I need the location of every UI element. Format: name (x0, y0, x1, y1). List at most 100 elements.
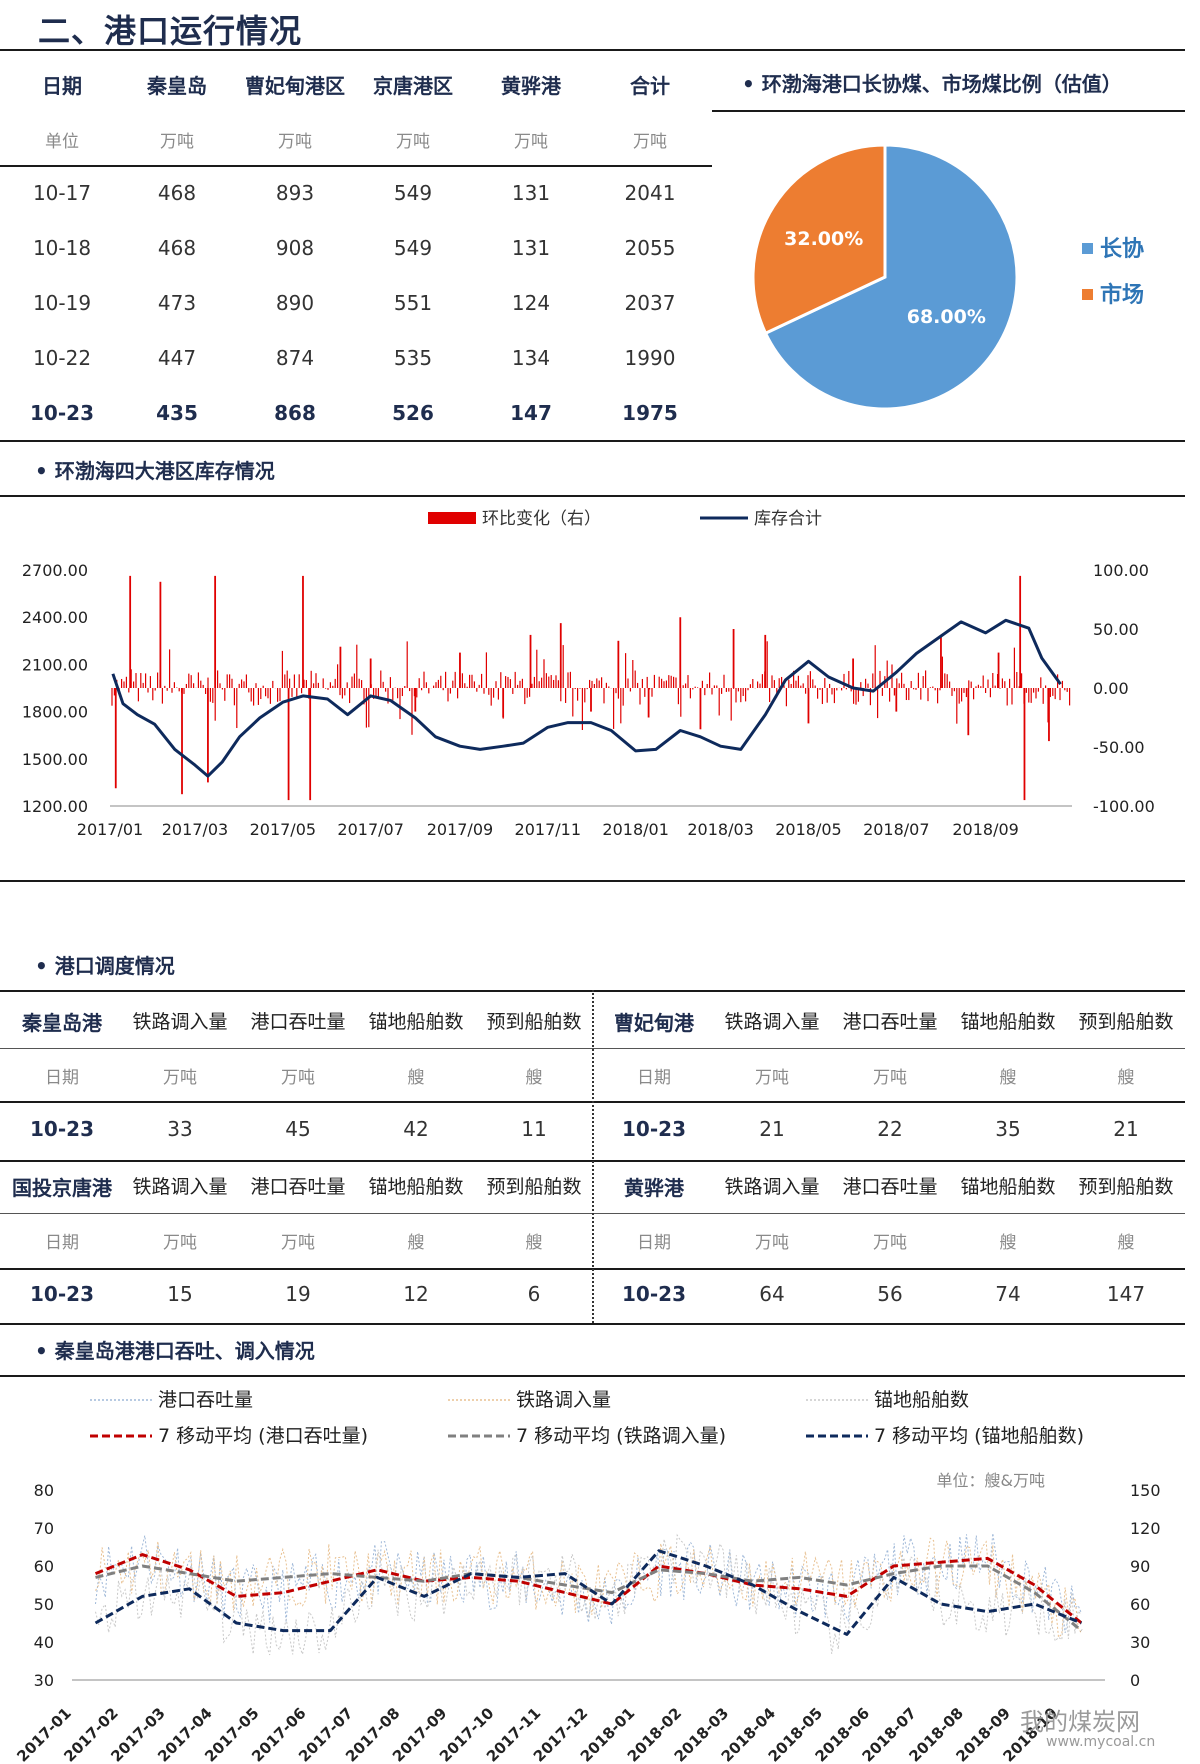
unit-note: 单位：艘&万吨 (937, 1471, 1045, 1490)
dispatch-header-cell: 铁路调入量 (724, 1011, 820, 1033)
table-cell: 131 (511, 236, 551, 260)
legend-swatch-bar (428, 512, 476, 524)
watermark-url: www.mycoal.cn (1046, 1734, 1156, 1750)
table-unit-cell: 单位 (45, 132, 79, 152)
table-cell: 535 (393, 346, 433, 370)
dispatch-header-cell: 港口吞吐量 (842, 1176, 938, 1198)
dispatch-header-cell: 港口吞吐量 (250, 1011, 346, 1033)
table-cell: 147 (510, 401, 552, 425)
legend-label: 市场 (1100, 282, 1144, 308)
dispatch-value-cell: 64 (759, 1282, 785, 1306)
change-bars (111, 575, 1071, 801)
table-cell: 468 (157, 236, 197, 260)
table-cell: 890 (275, 291, 315, 315)
table-cell: 893 (275, 181, 315, 205)
dispatch-value-cell: 11 (521, 1117, 547, 1141)
pie-title-divider (712, 110, 1185, 112)
x-tick: 2017/05 (250, 820, 316, 839)
dispatch-unit-cell: 万吨 (755, 1233, 789, 1253)
qhd-chart: 港口吞吐量 铁路调入量 锚地船舶数 7 移动平均 (港口吞吐量) 7 移动平均 (铁路调… (13, 1389, 1161, 1764)
dispatch-value-cell: 10-23 (30, 1117, 94, 1141)
y-right-tick: -100.00 (1093, 797, 1155, 816)
y-right-tick: 120 (1130, 1519, 1161, 1538)
x-tick: 2017/03 (162, 820, 228, 839)
dispatch-unit-cell: 艘 (407, 1233, 425, 1253)
dispatch-value-cell: 10-23 (622, 1117, 686, 1141)
y-right-tick: 60 (1130, 1595, 1150, 1614)
pie-value-label: 32.00% (784, 228, 863, 250)
pie-section-title: • 环渤海港口长协煤、市场煤比例（估值） (742, 72, 1122, 96)
dispatch-value-cell: 147 (1106, 1282, 1146, 1306)
inventory-section-title: • 环渤海四大港区库存情况 (35, 459, 275, 483)
table-unit-cell: 万吨 (514, 132, 548, 152)
dispatch-unit-cell: 万吨 (163, 1068, 197, 1088)
table-cell: 1990 (624, 346, 676, 370)
dispatch-header-cell: 预到船舶数 (1078, 1176, 1174, 1198)
legend-label: 环比变化（右） (482, 509, 601, 529)
x-tick: 2018/03 (687, 820, 753, 839)
dispatch-unit-cell: 万吨 (281, 1233, 315, 1253)
table-cell: 868 (274, 401, 316, 425)
y-left-tick: 1500.00 (22, 750, 88, 769)
y-left-tick: 1200.00 (22, 797, 88, 816)
inventory-chart: 2700.00 2400.00 2100.00 1800.00 1500.00 1200.… (22, 509, 1155, 839)
daily-series-line (95, 1537, 1082, 1639)
dispatch-unit-cell: 日期 (637, 1233, 671, 1253)
y-right-tick: 150 (1130, 1481, 1161, 1500)
dispatch-value-cell: 35 (995, 1117, 1021, 1141)
legend-label: 库存合计 (754, 509, 822, 529)
dispatch-unit-cell: 艘 (1117, 1233, 1135, 1253)
legend-label: 铁路调入量 (516, 1389, 611, 1411)
dispatch-header-cell: 铁路调入量 (724, 1176, 820, 1198)
table-cell: 10-23 (30, 401, 94, 425)
dispatch-header-cell: 预到船舶数 (1078, 1011, 1174, 1033)
y-right-tick: 30 (1130, 1633, 1150, 1652)
table-cell: 447 (157, 346, 197, 370)
dispatch-unit-cell: 艘 (1117, 1068, 1135, 1088)
x-tick: 2018/09 (952, 820, 1018, 839)
dispatch-unit-cell: 万吨 (755, 1068, 789, 1088)
table-cell: 908 (275, 236, 315, 260)
dispatch-header-cell: 锚地船舶数 (960, 1011, 1056, 1033)
table-cell: 10-18 (32, 236, 92, 260)
y-left-tick: 70 (34, 1519, 54, 1538)
y-right-tick: 0 (1130, 1671, 1140, 1690)
y-left-tick: 1800.00 (22, 703, 88, 722)
dispatch-value-cell: 42 (403, 1117, 429, 1141)
x-tick: 2017/11 (515, 820, 581, 839)
legend-label: 长协 (1100, 237, 1144, 262)
dispatch-unit-cell: 万吨 (873, 1233, 907, 1253)
title-divider (0, 49, 1185, 51)
legend-label: 港口吞吐量 (158, 1389, 253, 1411)
dispatch-header-cell: 港口吞吐量 (250, 1176, 346, 1198)
dispatch-value-cell: 6 (527, 1282, 541, 1306)
moving-average-line (94, 1549, 1083, 1636)
legend-label: 7 移动平均 (锚地船舶数) (874, 1425, 1084, 1447)
dispatch-unit-cell: 艘 (999, 1068, 1017, 1088)
legend-label: 锚地船舶数 (874, 1389, 969, 1411)
page-title: 二、港口运行情况 (38, 12, 303, 50)
y-left-tick: 2100.00 (22, 655, 88, 674)
y-left-tick: 40 (34, 1633, 54, 1652)
table-cell: 134 (511, 346, 551, 370)
y-right-tick: -50.00 (1093, 738, 1145, 757)
table-unit-cell: 万吨 (396, 132, 430, 152)
qhd-section-title: • 秦皇岛港港口吞吐、调入情况 (35, 1339, 315, 1363)
table-unit-cell: 万吨 (633, 132, 667, 152)
y-left-tick: 2700.00 (22, 561, 88, 580)
dispatch-unit-cell: 万吨 (281, 1068, 315, 1088)
x-tick: 2017/01 (77, 820, 143, 839)
pie-slice (763, 143, 1019, 411)
y-left-tick: 80 (34, 1481, 54, 1500)
y-right-tick: 100.00 (1093, 561, 1149, 580)
dispatch-header-cell: 铁路调入量 (132, 1011, 228, 1033)
dispatch-header-cell: 锚地船舶数 (368, 1011, 464, 1033)
dispatch-unit-cell: 艘 (525, 1068, 543, 1088)
dispatch-value-cell: 10-23 (30, 1282, 94, 1306)
dispatch-port-name: 国投京唐港 (12, 1176, 112, 1200)
y-right-tick: 0.00 (1093, 679, 1129, 698)
dispatch-divider (0, 1323, 1185, 1325)
inventory-bottom-divider (0, 880, 1185, 882)
table-header-divider (0, 165, 712, 167)
table-cell: 10-17 (32, 181, 92, 205)
